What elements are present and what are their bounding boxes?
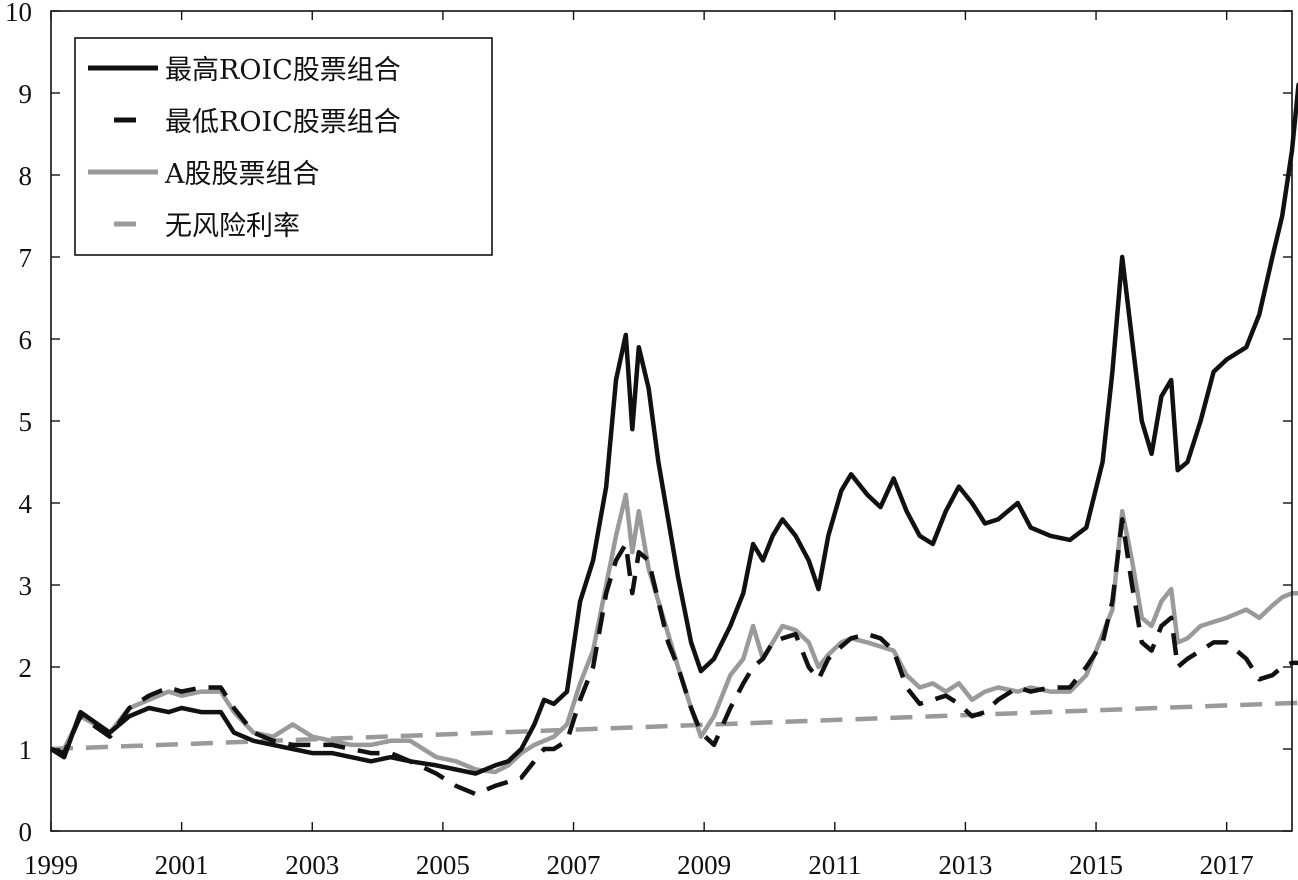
x-tick-label: 2007: [547, 850, 601, 880]
x-tick-label: 1999: [24, 850, 78, 880]
legend-label-0: 最高ROIC股票组合: [165, 55, 401, 86]
y-tick-label: 4: [19, 489, 33, 519]
series-line-2: [51, 492, 1298, 775]
x-tick-label: 2017: [1200, 850, 1254, 880]
series-line-0: [49, 82, 1298, 776]
y-tick-label: 8: [19, 161, 33, 191]
y-tick-label: 0: [19, 817, 33, 847]
x-tick-label: 2015: [1069, 850, 1123, 880]
y-tick-label: 10: [5, 0, 32, 27]
legend-label-1: 最低ROIC股票组合: [165, 107, 401, 138]
series-line-1: [50, 517, 1298, 797]
axes-layer: 1999 2001 2003 2005 2007 2009 2011 2013 2015 2017…: [5, 0, 1292, 880]
y-tick-label: 7: [19, 243, 33, 273]
y-tick-label: 3: [19, 571, 33, 601]
legend-label-3: 无风险利率: [165, 211, 300, 242]
series-layer: [49, 82, 1298, 797]
series-line-3: [50, 700, 1298, 752]
y-tick-label: 9: [19, 79, 33, 109]
x-tick-label: 2013: [938, 850, 992, 880]
y-tick-label: 1: [19, 735, 33, 765]
x-tick-label: 2001: [155, 850, 209, 880]
y-tick-label: 5: [19, 407, 33, 437]
x-tick-label: 2011: [808, 850, 861, 880]
legend-label-2: A股股票组合: [164, 159, 320, 190]
x-tick-label: 2005: [416, 850, 470, 880]
y-tick-label: 6: [19, 325, 33, 355]
y-tick-label: 2: [19, 653, 33, 683]
legend-box: [74, 37, 493, 256]
x-tick-label: 2009: [677, 850, 731, 880]
x-tick-label: 2003: [285, 850, 339, 880]
